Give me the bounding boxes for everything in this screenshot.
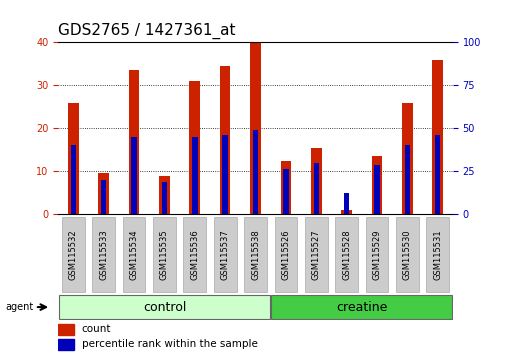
FancyBboxPatch shape (153, 217, 176, 292)
FancyBboxPatch shape (62, 217, 85, 292)
Bar (404, 145, 409, 214)
FancyBboxPatch shape (214, 217, 236, 292)
Bar (311, 148, 321, 214)
Text: GDS2765 / 1427361_at: GDS2765 / 1427361_at (58, 23, 235, 39)
Text: GSM115537: GSM115537 (220, 229, 229, 280)
FancyBboxPatch shape (365, 217, 388, 292)
FancyBboxPatch shape (426, 217, 448, 292)
Bar (162, 182, 167, 214)
FancyBboxPatch shape (59, 295, 270, 319)
Text: creatine: creatine (335, 301, 387, 314)
Bar (71, 145, 76, 214)
FancyBboxPatch shape (244, 217, 267, 292)
Bar (283, 169, 288, 214)
Text: percentile rank within the sample: percentile rank within the sample (82, 339, 257, 349)
FancyBboxPatch shape (305, 217, 327, 292)
Text: GSM115532: GSM115532 (69, 229, 78, 280)
Bar (192, 137, 197, 214)
Bar (313, 163, 318, 214)
Text: control: control (142, 301, 186, 314)
Text: GSM115535: GSM115535 (160, 229, 169, 280)
Text: GSM115528: GSM115528 (341, 229, 350, 280)
FancyBboxPatch shape (183, 217, 206, 292)
Bar (131, 137, 136, 214)
Text: GSM115536: GSM115536 (190, 229, 199, 280)
Text: GSM115531: GSM115531 (432, 229, 441, 280)
Bar (340, 210, 351, 214)
Bar (58, 338, 74, 350)
FancyBboxPatch shape (92, 217, 115, 292)
Bar (250, 42, 261, 214)
Bar (280, 160, 291, 214)
Bar (371, 156, 382, 214)
Text: GSM115533: GSM115533 (99, 229, 108, 280)
Bar (401, 103, 412, 214)
Bar (189, 81, 200, 214)
FancyBboxPatch shape (335, 217, 358, 292)
Bar (220, 66, 230, 214)
Text: GSM115529: GSM115529 (372, 230, 381, 280)
Bar (98, 173, 109, 214)
Bar (101, 180, 106, 214)
FancyBboxPatch shape (123, 217, 145, 292)
Bar (374, 165, 379, 214)
Text: agent: agent (5, 302, 33, 312)
Bar (159, 176, 170, 214)
Text: GSM115526: GSM115526 (281, 229, 290, 280)
Bar (58, 324, 74, 335)
Text: GSM115527: GSM115527 (311, 229, 320, 280)
Bar (222, 135, 227, 214)
Text: GSM115538: GSM115538 (250, 229, 260, 280)
Text: GSM115534: GSM115534 (129, 229, 138, 280)
Bar (68, 103, 79, 214)
Bar (434, 135, 439, 214)
Bar (128, 70, 139, 214)
FancyBboxPatch shape (274, 217, 297, 292)
FancyBboxPatch shape (395, 217, 418, 292)
FancyBboxPatch shape (271, 295, 451, 319)
Bar (252, 131, 258, 214)
Text: count: count (82, 324, 111, 334)
Bar (431, 59, 442, 214)
Bar (343, 193, 348, 214)
Text: GSM115530: GSM115530 (402, 229, 411, 280)
